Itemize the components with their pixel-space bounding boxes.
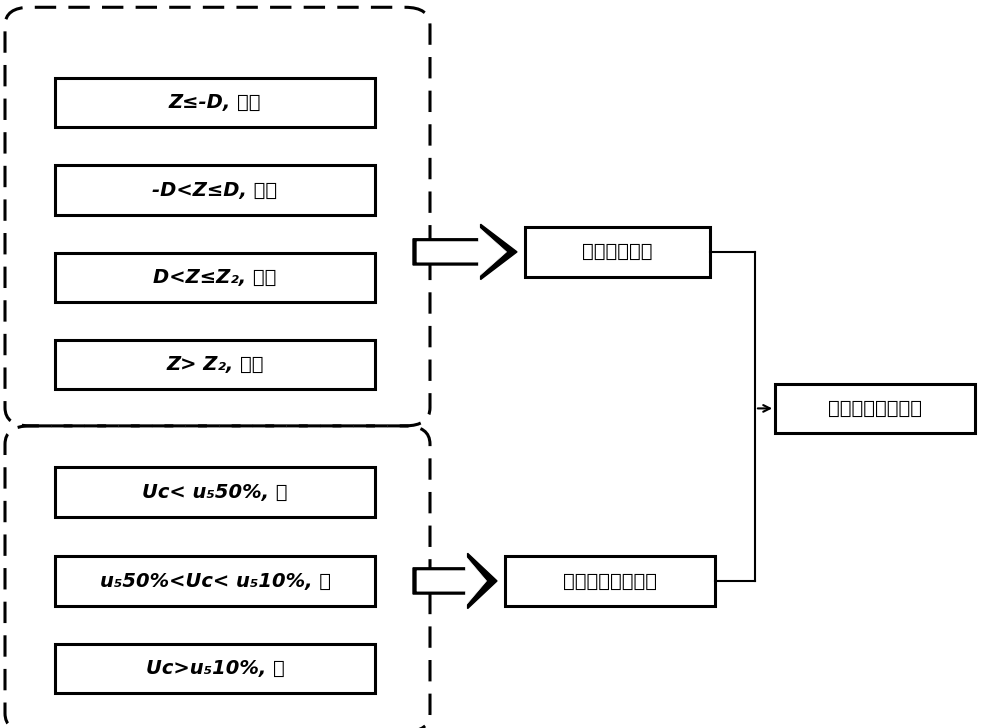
FancyBboxPatch shape — [55, 644, 375, 693]
Polygon shape — [413, 224, 517, 280]
FancyBboxPatch shape — [55, 340, 375, 389]
Text: 评估冲刷风险等级: 评估冲刷风险等级 — [828, 399, 922, 418]
Polygon shape — [417, 227, 507, 277]
Text: Z≤-D, 悬空: Z≤-D, 悬空 — [169, 93, 261, 112]
FancyBboxPatch shape — [55, 467, 375, 517]
Text: Uc>u₅10%, 低: Uc>u₅10%, 低 — [146, 659, 284, 678]
FancyBboxPatch shape — [55, 165, 375, 215]
Text: u₅50%<Uc< u₅10%, 中: u₅50%<Uc< u₅10%, 中 — [100, 571, 330, 590]
Text: D<Z≤Z₂, 变浅: D<Z≤Z₂, 变浅 — [153, 268, 277, 287]
Polygon shape — [417, 556, 486, 606]
Text: Uc< u₅50%, 高: Uc< u₅50%, 高 — [142, 483, 288, 502]
Text: Z> Z₂, 正常: Z> Z₂, 正常 — [166, 355, 264, 374]
FancyBboxPatch shape — [525, 227, 710, 277]
FancyBboxPatch shape — [55, 78, 375, 127]
Text: 判断持续冲刷等级: 判断持续冲刷等级 — [563, 571, 657, 590]
FancyBboxPatch shape — [55, 556, 375, 606]
Text: -D<Z≤D, 裸露: -D<Z≤D, 裸露 — [152, 181, 278, 199]
FancyBboxPatch shape — [505, 556, 715, 606]
FancyBboxPatch shape — [55, 253, 375, 302]
Polygon shape — [413, 553, 497, 609]
FancyBboxPatch shape — [775, 384, 975, 433]
Text: 判断冲刷等级: 判断冲刷等级 — [582, 242, 653, 261]
